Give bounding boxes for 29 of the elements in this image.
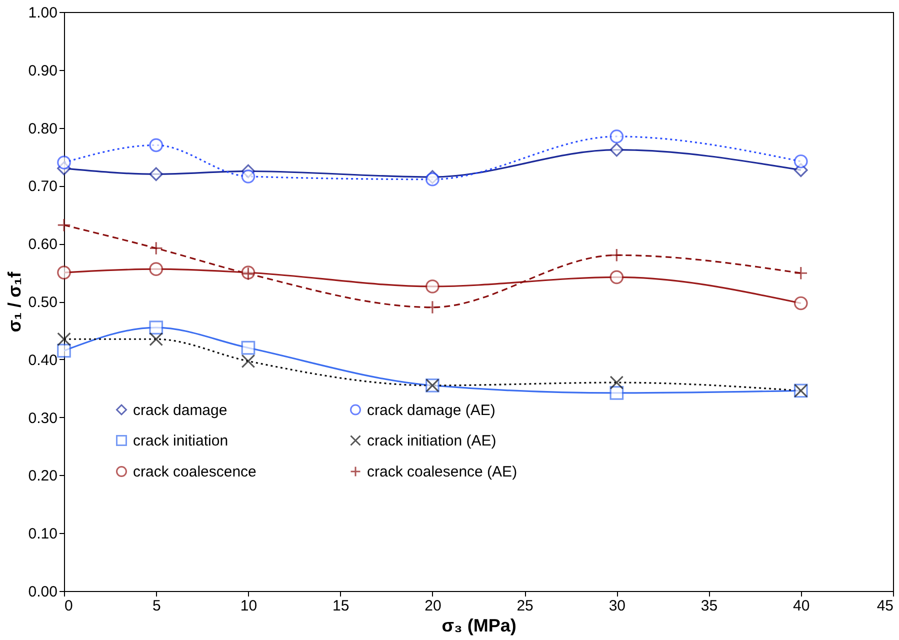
legend-label: crack initiation (133, 432, 228, 450)
y-tick-label: 0.50 (28, 294, 58, 311)
y-tick-label: 0.30 (28, 410, 58, 427)
y-tick-label: 0.80 (28, 120, 58, 138)
y-tick-label: 0.20 (28, 468, 58, 485)
x-axis-title: σ₃ (MPa) (442, 616, 516, 636)
x-tick-label: 5 (152, 598, 161, 614)
legend-label: crack damage (AE) (367, 402, 496, 419)
y-axis-title: σ₁ / σ₁f (4, 270, 24, 332)
y-tick-label: 0.10 (28, 526, 58, 543)
y-tick-label: 0.60 (28, 236, 58, 254)
y-tick-label: 0.00 (28, 584, 58, 600)
y-tick-label: 1.00 (28, 4, 58, 22)
legend-label: crack initiation (AE) (367, 432, 496, 450)
legend-label: crack coalesence (AE) (367, 464, 518, 480)
x-tick-label: 35 (700, 598, 718, 614)
x-tick-label: 40 (793, 598, 810, 614)
x-tick-label: 30 (608, 598, 626, 614)
x-tick-label: 25 (516, 598, 534, 614)
x-tick-label: 45 (876, 598, 894, 614)
y-tick-label: 0.40 (28, 352, 58, 369)
x-tick-label: 0 (64, 598, 73, 614)
x-tick-label: 20 (424, 598, 442, 614)
legend-label: crack damage (133, 402, 228, 419)
x-tick-label: 10 (240, 598, 258, 614)
legend-label: crack coalescence (133, 464, 256, 480)
y-tick-label: 0.90 (28, 62, 58, 80)
y-tick-label: 0.70 (28, 178, 58, 196)
x-tick-label: 15 (332, 598, 350, 614)
